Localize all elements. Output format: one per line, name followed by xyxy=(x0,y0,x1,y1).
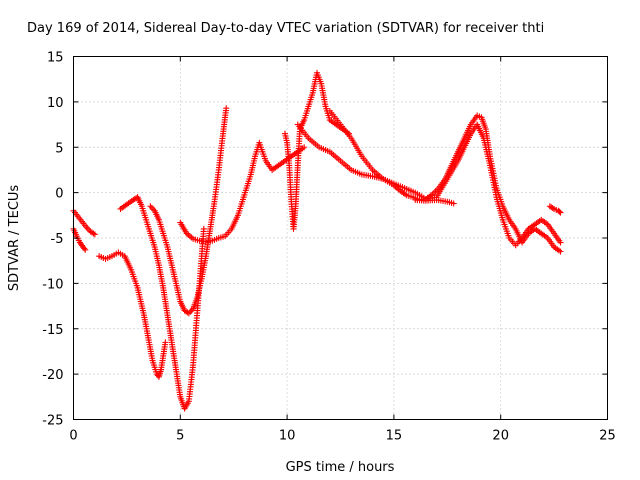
series-arc-d xyxy=(147,105,230,317)
data-point xyxy=(557,209,564,216)
data-point xyxy=(223,105,230,112)
data-point xyxy=(84,225,91,232)
x-tick-label: 0 xyxy=(69,429,77,444)
x-tick-label: 20 xyxy=(492,429,509,444)
y-tick-label: 10 xyxy=(47,96,64,111)
series-arc-g xyxy=(294,121,564,249)
y-tick-label: -25 xyxy=(42,414,63,429)
data-point xyxy=(200,225,207,232)
series-arc-i xyxy=(412,196,457,207)
data-point xyxy=(557,239,564,246)
data-point xyxy=(91,231,98,238)
data-point xyxy=(81,245,88,252)
series-arc-e xyxy=(177,139,308,245)
data-point xyxy=(90,230,97,237)
y-tick-label: 15 xyxy=(47,51,64,66)
series-arc-b xyxy=(96,249,169,380)
data-point xyxy=(450,200,457,207)
x-tick-label: 10 xyxy=(279,429,296,444)
y-tick-label: -10 xyxy=(42,277,63,292)
data-point xyxy=(148,204,155,211)
data-point xyxy=(184,309,191,316)
data-point xyxy=(556,208,563,215)
axis-ticks: 0 5 10 15 20 25 -25 -20 -15 -10 -5 0 5 10 15 xyxy=(42,51,616,444)
data-point xyxy=(147,203,154,210)
data-point xyxy=(187,308,194,315)
y-tick-label: 0 xyxy=(55,187,63,202)
series-arc-h xyxy=(326,107,564,255)
y-tick-label: 5 xyxy=(55,141,63,156)
y-tick-label: -20 xyxy=(42,368,63,383)
series-arc-j xyxy=(546,203,564,216)
data-point xyxy=(162,339,169,346)
x-tick-label: 25 xyxy=(599,429,616,444)
chart-title: Day 169 of 2014, Sidereal Day-to-day VTE… xyxy=(27,21,544,36)
data-series xyxy=(70,69,564,412)
x-tick-label: 5 xyxy=(176,429,184,444)
data-point xyxy=(549,205,556,212)
y-axis-label: SDTVAR / TECUs xyxy=(7,185,22,292)
x-tick-label: 15 xyxy=(386,429,403,444)
data-point xyxy=(82,246,89,253)
x-axis-label: GPS time / hours xyxy=(286,460,395,475)
grid xyxy=(73,56,608,420)
series-arc-f xyxy=(281,69,353,232)
series-arc-a1 xyxy=(70,207,98,238)
data-point xyxy=(301,144,308,151)
y-tick-label: -15 xyxy=(42,323,63,338)
y-tick-label: -5 xyxy=(51,232,64,247)
data-point xyxy=(557,248,564,255)
